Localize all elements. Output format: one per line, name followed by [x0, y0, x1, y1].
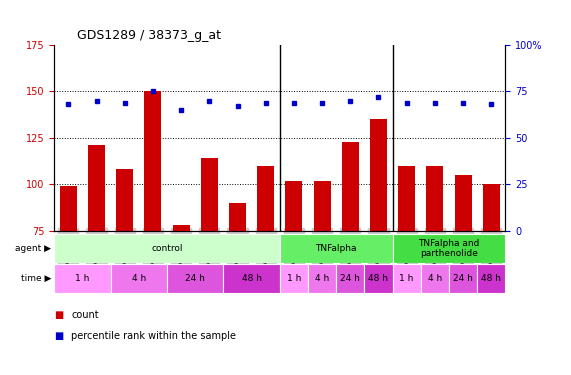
Bar: [111, 264, 167, 292]
Bar: [88, 145, 105, 231]
Text: 4 h: 4 h: [315, 274, 329, 283]
Text: TNFalpha: TNFalpha: [315, 244, 357, 253]
Bar: [393, 234, 505, 262]
Bar: [54, 264, 111, 292]
Text: 48 h: 48 h: [242, 274, 262, 283]
Bar: [421, 264, 449, 292]
Bar: [60, 186, 77, 231]
Text: 1 h: 1 h: [287, 274, 301, 283]
Bar: [482, 184, 500, 231]
Text: count: count: [71, 310, 99, 320]
Bar: [167, 264, 223, 292]
Text: control: control: [151, 244, 183, 253]
Text: 4 h: 4 h: [132, 274, 146, 283]
Bar: [336, 264, 364, 292]
Bar: [280, 264, 308, 292]
Bar: [370, 119, 387, 231]
Bar: [201, 158, 218, 231]
Text: GDS1289 / 38373_g_at: GDS1289 / 38373_g_at: [77, 30, 221, 42]
Bar: [257, 166, 274, 231]
Text: ■: ■: [54, 331, 63, 340]
Text: 24 h: 24 h: [340, 274, 360, 283]
Bar: [393, 264, 421, 292]
Text: percentile rank within the sample: percentile rank within the sample: [71, 331, 236, 340]
Bar: [364, 264, 393, 292]
Bar: [280, 234, 392, 262]
Text: 24 h: 24 h: [453, 274, 473, 283]
Text: ■: ■: [54, 310, 63, 320]
Text: 24 h: 24 h: [185, 274, 205, 283]
Text: agent ▶: agent ▶: [15, 244, 51, 253]
Bar: [313, 180, 331, 231]
Bar: [54, 234, 280, 262]
Bar: [116, 170, 133, 231]
Bar: [477, 264, 505, 292]
Text: 48 h: 48 h: [368, 274, 388, 283]
Text: 48 h: 48 h: [481, 274, 501, 283]
Bar: [229, 203, 246, 231]
Text: time ▶: time ▶: [21, 274, 51, 283]
Bar: [223, 264, 280, 292]
Bar: [308, 264, 336, 292]
Bar: [342, 141, 359, 231]
Bar: [144, 92, 162, 231]
Bar: [455, 175, 472, 231]
Text: 1 h: 1 h: [400, 274, 414, 283]
Text: 4 h: 4 h: [428, 274, 442, 283]
Bar: [427, 166, 443, 231]
Bar: [398, 166, 415, 231]
Bar: [286, 180, 303, 231]
Text: 1 h: 1 h: [75, 274, 90, 283]
Bar: [172, 225, 190, 231]
Text: TNFalpha and
parthenolide: TNFalpha and parthenolide: [419, 239, 480, 258]
Bar: [449, 264, 477, 292]
